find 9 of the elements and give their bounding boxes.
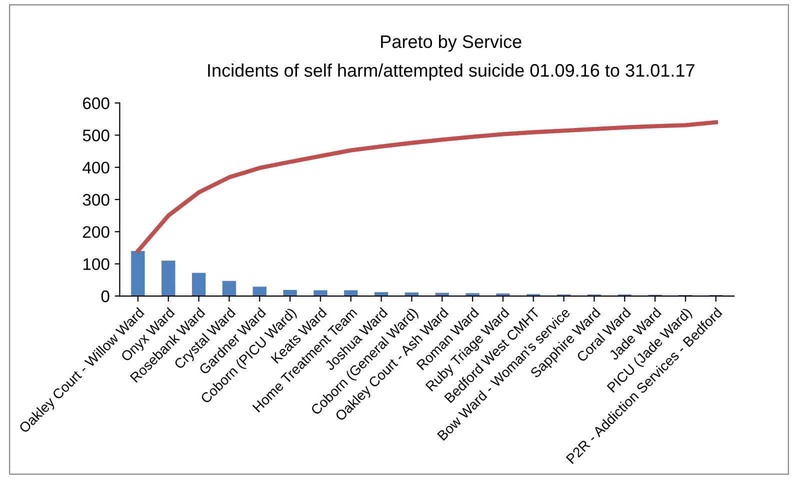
y-tick-label: 300 [82, 194, 110, 206]
y-tick-label: 600 [83, 97, 110, 110]
chart-title: Pareto by Service [381, 34, 522, 52]
y-tick-label: 0 [101, 290, 110, 302]
y-tick-label: 500 [82, 130, 110, 142]
y-tick-label: 400 [82, 162, 110, 174]
y-tick-label: 200 [83, 226, 110, 238]
y-tick-label: 100 [83, 258, 110, 270]
chart-subtitle: Incidents of self harm/attempted suicide 01.09.16 to 31.01.17 [208, 64, 694, 80]
